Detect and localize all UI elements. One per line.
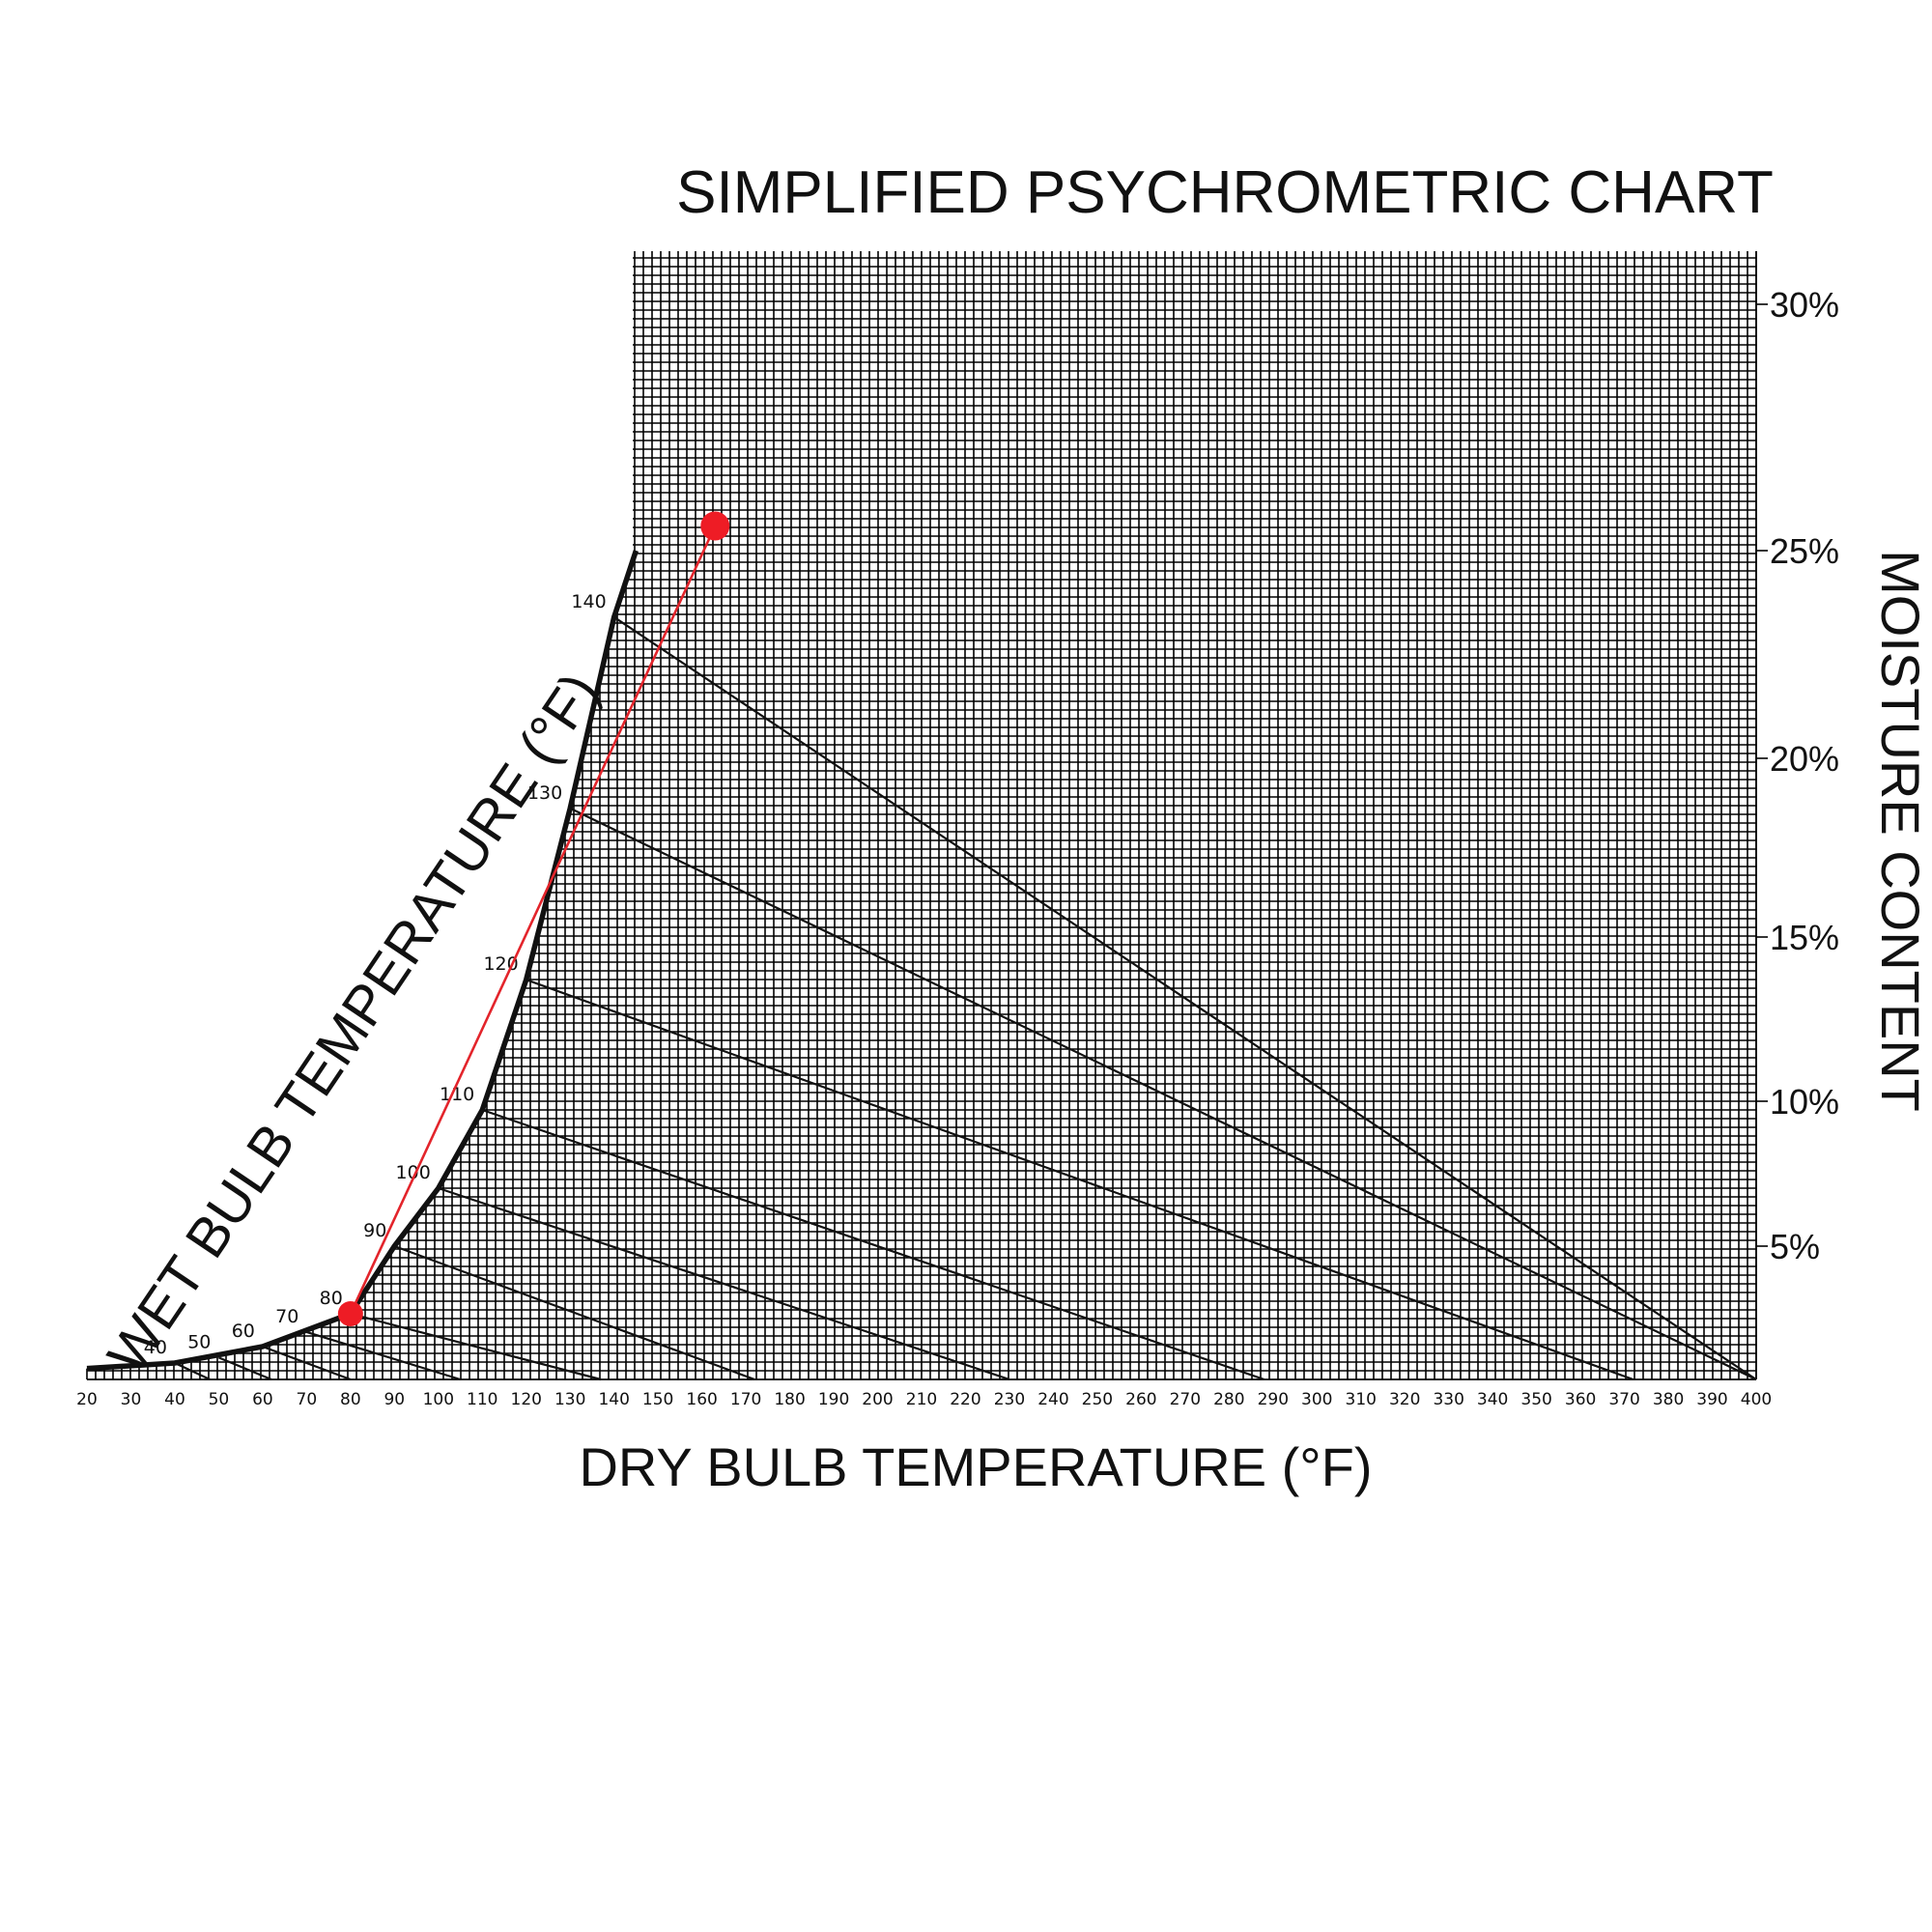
wet-bulb-label-90: 90 [363,1220,386,1241]
x-tick-label: 190 [818,1390,849,1409]
axis-ticks: 20 30 40 50 60 70 80 90 100 110 120 130 140 150 160 170… [76,285,1839,1409]
wet-bulb-label-80: 80 [320,1288,343,1309]
x-tick-label: 230 [994,1390,1025,1409]
wet-bulb-label-100: 100 [396,1162,431,1183]
wet-bulb-label-140: 140 [571,591,606,612]
wet-bulb-label-110: 110 [440,1084,474,1105]
y-tick-label: 5% [1770,1227,1820,1266]
y-tick-label: 25% [1770,531,1839,571]
grid [86,251,1757,1380]
x-tick-label: 60 [252,1390,273,1409]
x-tick-label: 380 [1653,1390,1684,1409]
wet-bulb-line-140 [613,615,1757,1380]
wet-bulb-label-40: 40 [144,1337,167,1358]
chart-title: SIMPLIFIED PSYCHROMETRIC CHART [676,159,1774,226]
x-tick-label: 40 [164,1390,185,1409]
x-tick-label: 290 [1258,1390,1289,1409]
x-tick-label: 30 [121,1390,142,1409]
x-tick-label: 70 [297,1390,318,1409]
x-tick-label: 370 [1608,1390,1639,1409]
x-tick-label: 50 [209,1390,230,1409]
x-tick-label: 250 [1082,1390,1113,1409]
x-tick-label: 20 [76,1390,98,1409]
x-tick-label: 350 [1520,1390,1551,1409]
wet-bulb-line-70 [306,1330,461,1381]
x-tick-label: 150 [642,1390,673,1409]
wet-bulb-line-90 [393,1244,755,1381]
saturation-curve [86,550,639,1372]
process-group [337,511,730,1326]
saturation-curve-group [86,550,639,1372]
wet-bulb-line-120 [526,979,1634,1381]
x-tick-label: 260 [1125,1390,1156,1409]
x-tick-label: 100 [423,1390,454,1409]
x-tick-label: 110 [467,1390,497,1409]
x-tick-label: 320 [1389,1390,1420,1409]
x-tick-label: 310 [1346,1390,1377,1409]
x-tick-label: 200 [862,1390,893,1409]
wet-bulb-line-130 [569,807,1757,1380]
x-tick-label: 240 [1037,1390,1068,1409]
wet-bulb-line-50 [217,1356,272,1381]
x-axis-title: DRY BULB TEMPERATURE (°F) [579,1436,1372,1497]
y-tick-label: 10% [1770,1082,1839,1122]
x-tick-label: 400 [1741,1390,1772,1409]
wet-bulb-line-110 [481,1108,1265,1381]
y-tick-label: 15% [1770,918,1839,957]
wet-bulb-line-60 [262,1345,352,1381]
x-tick-label: 130 [554,1390,585,1409]
x-tick-label: 90 [384,1390,405,1409]
x-tick-label: 120 [511,1390,542,1409]
x-tick-label: 270 [1170,1390,1201,1409]
x-tick-label: 210 [906,1390,937,1409]
x-tick-label: 220 [950,1390,980,1409]
x-tick-label: 300 [1301,1390,1332,1409]
y-axis-title: MOISTURE CONTENT [1870,550,1931,1112]
x-tick-label: 280 [1213,1390,1244,1409]
x-tick-label: 140 [598,1390,629,1409]
process-line [349,525,717,1315]
x-tick-label: 180 [774,1390,805,1409]
x-tick-label: 390 [1696,1390,1727,1409]
x-tick-label: 330 [1433,1390,1463,1409]
process-start-point [337,1301,363,1326]
wet-bulb-line-40 [174,1362,211,1380]
wet-bulb-label-50: 50 [187,1331,211,1352]
wet-bulb-line-80 [350,1312,602,1381]
process-end-point [700,511,730,541]
wet-bulb-label-70: 70 [275,1306,298,1327]
x-tick-label: 360 [1565,1390,1596,1409]
wet-bulb-label-60: 60 [232,1321,255,1342]
y-tick-label: 20% [1770,739,1839,779]
wet-bulb-line-100 [438,1186,1010,1381]
x-tick-label: 80 [340,1390,361,1409]
x-tick-label: 340 [1477,1390,1508,1409]
x-tick-label: 160 [686,1390,717,1409]
x-tick-label: 170 [730,1390,761,1409]
y-tick-label: 30% [1770,285,1839,325]
wet-bulb-label-130: 130 [527,782,562,804]
